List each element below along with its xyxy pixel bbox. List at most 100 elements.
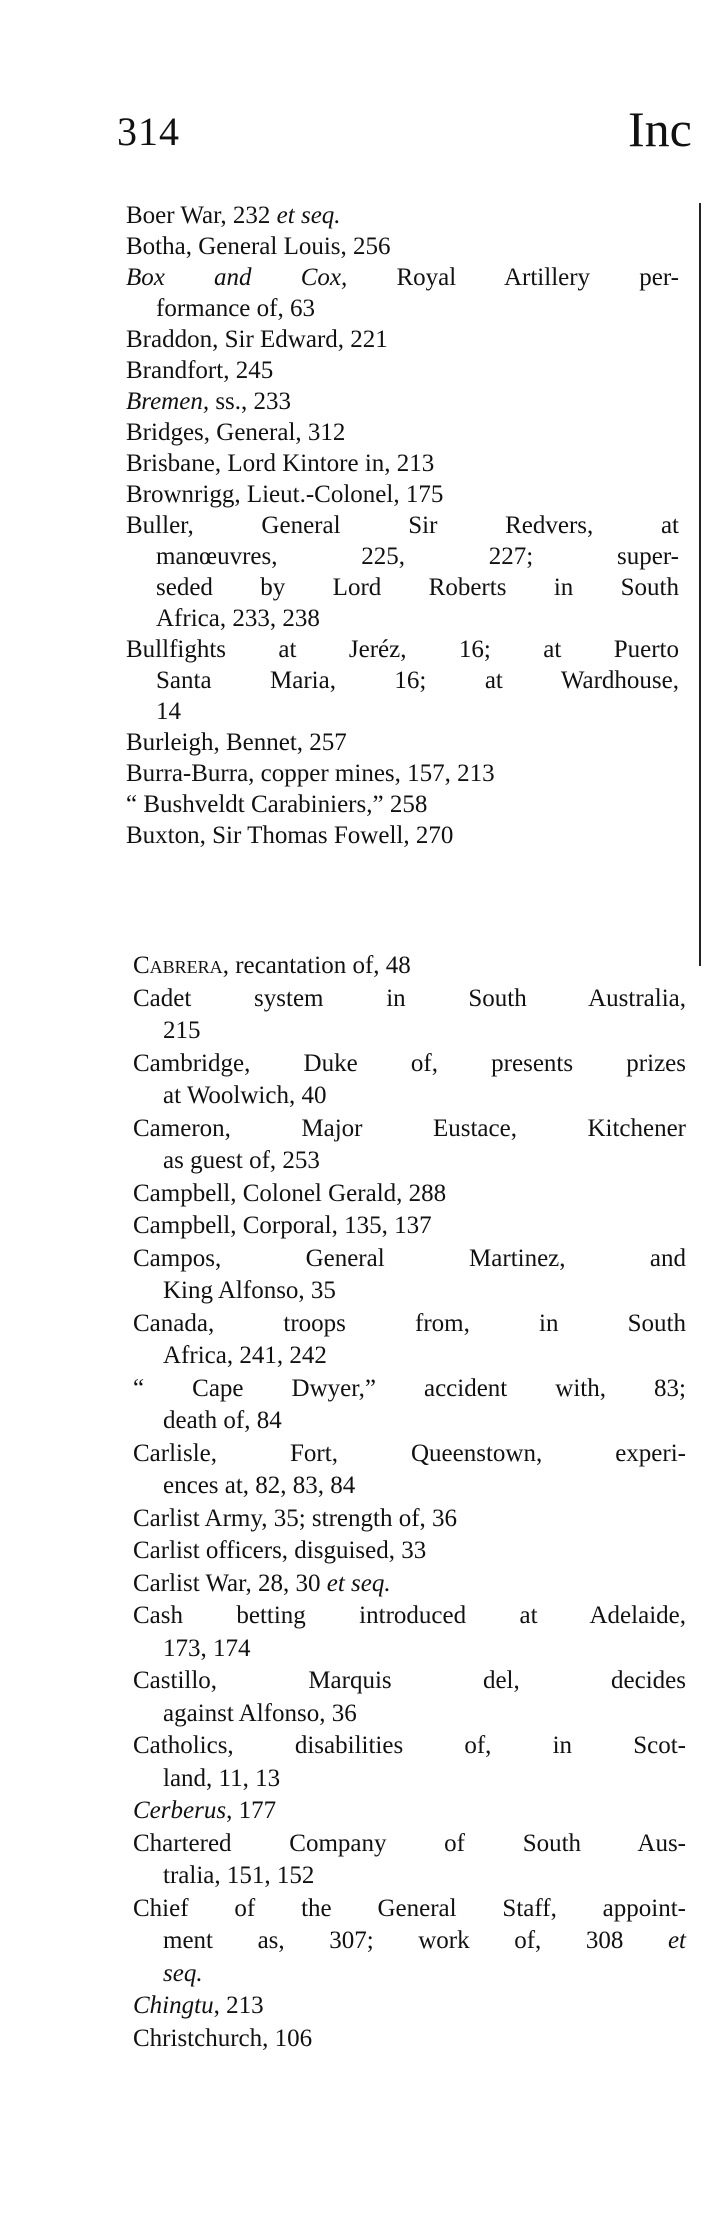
entry-text: Canada, troops from, in South: [133, 1309, 686, 1337]
entry-text: Buller, General Sir Redvers, at: [126, 512, 679, 539]
entry-line: land, 11, 13: [133, 1763, 686, 1796]
entry-line: Botha, General Louis, 256: [126, 231, 679, 262]
entry-italic-text: et seq.: [276, 202, 341, 229]
entry-line: Bridges, General, 312: [126, 417, 679, 448]
entry-text: Campbell, Colonel Gerald, 288: [133, 1179, 447, 1207]
index-entry: Bridges, General, 312: [126, 417, 679, 448]
index-entry: Campbell, Colonel Gerald, 288: [133, 1178, 686, 1211]
entry-line: Chingtu, 213: [133, 1990, 686, 2023]
index-entry: Cash betting introduced at Adelaide, 173,…: [133, 1600, 686, 1665]
entry-text: Brisbane, Lord Kintore in, 213: [126, 450, 435, 477]
entry-italic-text: Chingtu: [133, 1992, 214, 2019]
index-section: Boer War, 232 et seq. Botha, General Loui…: [126, 200, 679, 851]
entry-text: Burra-Burra, copper mines, 157, 213: [126, 760, 495, 787]
entry-line: Boer War, 232 et seq.: [126, 200, 679, 231]
entry-italic-text: Bremen,: [126, 388, 210, 415]
entry-text: death of, 84: [163, 1407, 282, 1434]
index-entry: Carlist officers, disguised, 33: [133, 1535, 686, 1568]
entry-text: Santa Maria, 16; at Wardhouse,: [156, 667, 679, 694]
index-entry: “ Cape Dwyer,” accident with, 83; death o…: [133, 1373, 686, 1438]
index-entry: Campos, General Martinez, and King Alfons…: [133, 1243, 686, 1308]
entry-text: Carlist War, 28, 30: [133, 1569, 327, 1597]
entry-text: Buxton, Sir Thomas Fowell, 270: [126, 822, 454, 849]
index-entry: Carlisle, Fort, Queenstown, experi-ences…: [133, 1438, 686, 1503]
entry-line: King Alfonso, 35: [133, 1275, 686, 1308]
entry-line: death of, 84: [133, 1405, 686, 1438]
entry-line: Canada, troops from, in South: [133, 1308, 686, 1341]
entry-text: , recantation of, 48: [222, 952, 411, 979]
entry-text: 14: [156, 698, 181, 725]
entry-line: ences at, 82, 83, 84: [133, 1470, 686, 1503]
column-rule: [699, 203, 701, 966]
entry-text: Cameron, Major Eustace, Kitchener: [133, 1114, 686, 1142]
entry-line: Castillo, Marquis del, decides: [133, 1665, 686, 1698]
entry-line: Brownrigg, Lieut.-Colonel, 175: [126, 479, 679, 510]
index-entry: Box and Cox, Royal Artillery per-formanc…: [126, 262, 679, 324]
entry-line: Buxton, Sir Thomas Fowell, 270: [126, 820, 679, 851]
entry-text: Braddon, Sir Edward, 221: [126, 326, 388, 353]
entry-text: Cambridge, Duke of, presents prizes: [133, 1049, 686, 1077]
entry-text: Carlist officers, disguised, 33: [133, 1537, 427, 1564]
entry-line: Cameron, Major Eustace, Kitchener: [133, 1113, 686, 1146]
entry-line: Africa, 233, 238: [126, 603, 679, 634]
entry-text: 215: [163, 1017, 201, 1044]
entry-line: against Alfonso, 36: [133, 1698, 686, 1731]
entry-line: Cash betting introduced at Adelaide,: [133, 1600, 686, 1633]
entry-line: formance of, 63: [126, 293, 679, 324]
entry-text: ences at, 82, 83, 84: [163, 1472, 356, 1499]
entry-line: “ Cape Dwyer,” accident with, 83;: [133, 1373, 686, 1406]
entry-line: Cadet system in South Australia,: [133, 983, 686, 1016]
entry-text: Bridges, General, 312: [126, 419, 346, 446]
entry-line: tralia, 151, 152: [133, 1860, 686, 1893]
entry-line: ment as, 307; work of, 308 et: [133, 1925, 686, 1958]
entry-text: Royal Artillery per-: [347, 264, 679, 291]
index-entry: Burleigh, Bennet, 257: [126, 727, 679, 758]
index-entry: Brisbane, Lord Kintore in, 213: [126, 448, 679, 479]
entry-line: Carlist Army, 35; strength of, 36: [133, 1503, 686, 1536]
entry-line: Christchurch, 106: [133, 2023, 686, 2056]
entry-line: Santa Maria, 16; at Wardhouse,: [126, 665, 679, 696]
entry-line: Chartered Company of South Aus-: [133, 1828, 686, 1861]
running-head: Inc: [628, 101, 692, 157]
entry-text: Carlisle, Fort, Queenstown, experi-: [133, 1439, 686, 1467]
index-entry: Brandfort, 245: [126, 355, 679, 386]
entry-line: seq.: [133, 1958, 686, 1991]
index-entry: Bullfights at Jeréz, 16; at Puerto Santa …: [126, 634, 679, 727]
entry-italic-text: et seq.: [326, 1569, 391, 1597]
entry-text: ment as, 307; work of, 308: [163, 1927, 668, 1954]
index-entry: Christchurch, 106: [133, 2023, 686, 2056]
entry-text: Burleigh, Bennet, 257: [126, 729, 347, 756]
entry-text: 173, 174: [163, 1634, 251, 1662]
entry-line: Box and Cox, Royal Artillery per-: [126, 262, 679, 293]
entry-text: Campbell, Corporal, 135, 137: [133, 1212, 432, 1239]
index-entry: Chingtu, 213: [133, 1990, 686, 2023]
index-entry: Cambridge, Duke of, presents prizes at Wo…: [133, 1048, 686, 1113]
entry-line: Cambridge, Duke of, presents prizes: [133, 1048, 686, 1081]
entry-text: , 177: [226, 1797, 277, 1824]
entry-line: Catholics, disabilities of, in Scot-: [133, 1730, 686, 1763]
entry-line: Carlisle, Fort, Queenstown, experi-: [133, 1438, 686, 1471]
index-entry: Carlist Army, 35; strength of, 36: [133, 1503, 686, 1536]
index-entry: Brownrigg, Lieut.-Colonel, 175: [126, 479, 679, 510]
entry-text: land, 11, 13: [163, 1764, 281, 1792]
entry-text: Bullfights at Jeréz, 16; at Puerto: [126, 636, 679, 663]
entry-text: Botha, General Louis, 256: [126, 233, 391, 260]
entry-text: formance of, 63: [156, 295, 315, 322]
entry-line: Brisbane, Lord Kintore in, 213: [126, 448, 679, 479]
entry-line: Campbell, Corporal, 135, 137: [133, 1210, 686, 1243]
index-entry: Botha, General Louis, 256: [126, 231, 679, 262]
index-entry: Chartered Company of South Aus-tralia, 1…: [133, 1828, 686, 1893]
index-entry: Boer War, 232 et seq.: [126, 200, 679, 231]
entry-text: Cadet system in South Australia,: [133, 984, 686, 1012]
entry-text: Boer War, 232: [126, 202, 277, 229]
entry-text: Africa, 233, 238: [156, 605, 320, 632]
entry-line: Buller, General Sir Redvers, at: [126, 510, 679, 541]
entry-line: Burra-Burra, copper mines, 157, 213: [126, 758, 679, 789]
entry-text: Chief of the General Staff, appoint-: [133, 1894, 686, 1922]
index-entry: Braddon, Sir Edward, 221: [126, 324, 679, 355]
entry-line: manœuvres, 225, 227; super-: [126, 541, 679, 572]
index-entry: Canada, troops from, in South Africa, 241…: [133, 1308, 686, 1373]
entry-text: against Alfonso, 36: [163, 1699, 357, 1727]
index-entry: Castillo, Marquis del, decides against Al…: [133, 1665, 686, 1730]
